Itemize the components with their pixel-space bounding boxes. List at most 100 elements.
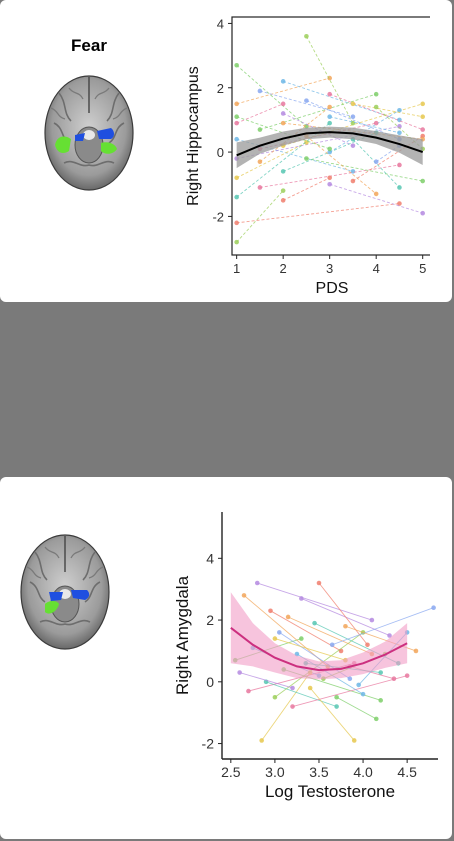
subject-point xyxy=(280,101,286,107)
y-tick-label: 0 xyxy=(206,674,214,690)
left-region-highlight-lower xyxy=(45,601,59,614)
bottom-panel: 2.5 3.0 3.5 4.0 4.5 -2 0 2 4 Log Testosterone Righ… xyxy=(0,477,452,839)
y-tick-label: 0 xyxy=(217,145,224,160)
subject-point xyxy=(351,738,357,743)
subject-line xyxy=(329,93,423,130)
subject-line xyxy=(292,675,408,707)
subject-point xyxy=(378,698,383,703)
x-tick-label: 3.5 xyxy=(309,764,329,780)
left-region-highlight-top xyxy=(75,133,85,141)
subject-point xyxy=(373,716,379,722)
confidence-band xyxy=(230,592,408,680)
subject-point xyxy=(420,210,425,216)
subject-line xyxy=(306,135,377,195)
chart-pds-hippocampus: 1 2 3 4 5 -2 0 2 4 PDS Right Hippocampus xyxy=(185,16,430,297)
subject-point xyxy=(259,738,264,743)
y-tick-label: -2 xyxy=(202,736,215,752)
subject-line xyxy=(257,582,373,621)
top-panel: Fear 1 2 3 4 5 -2 0 2 4 PDS Right Hippocampus xyxy=(0,0,452,302)
subject-line xyxy=(352,103,423,118)
subject-point xyxy=(257,127,263,132)
y-tick-label: 4 xyxy=(217,16,224,31)
subject-point xyxy=(397,130,402,136)
subject-point xyxy=(299,596,304,601)
subject-point xyxy=(404,673,410,678)
subject-point xyxy=(234,120,239,126)
subject-point xyxy=(257,88,263,94)
subject-point xyxy=(234,136,239,142)
subject-point xyxy=(280,169,286,174)
subject-point xyxy=(327,91,332,97)
x-tick-label: 5 xyxy=(419,261,426,276)
subject-point xyxy=(327,146,332,152)
subject-point xyxy=(397,201,402,206)
brain-axial-slice-image xyxy=(44,75,134,191)
y-tick-label: 2 xyxy=(206,612,214,628)
subject-line xyxy=(239,672,293,689)
subject-point xyxy=(234,175,239,181)
y-axis-label: Right Hippocampus xyxy=(185,66,202,206)
subject-point xyxy=(280,198,286,203)
subject-point xyxy=(350,114,356,120)
subject-point xyxy=(431,605,436,611)
subject-point xyxy=(373,91,379,97)
subject-point xyxy=(237,670,242,675)
subject-point xyxy=(316,580,322,586)
subject-point xyxy=(378,670,383,675)
subject-point xyxy=(397,185,402,190)
subject-point xyxy=(234,114,239,120)
subject-point xyxy=(360,691,366,697)
subject-point xyxy=(280,111,286,116)
subject-line xyxy=(259,90,354,118)
subject-line xyxy=(259,93,377,130)
subject-point xyxy=(304,156,309,161)
subject-point xyxy=(369,617,375,623)
subject-point xyxy=(391,676,397,682)
subject-point xyxy=(327,149,332,155)
subject-point xyxy=(420,101,425,107)
subject-point xyxy=(334,704,339,709)
subject-point xyxy=(257,185,263,190)
x-axis-label: Log Testosterone xyxy=(265,782,395,801)
subject-point xyxy=(343,623,348,629)
subject-point xyxy=(397,107,402,113)
subject-line xyxy=(236,103,284,124)
subject-line xyxy=(306,158,423,182)
x-tick-label: 4.0 xyxy=(353,764,373,780)
subject-point xyxy=(280,79,286,84)
subject-line xyxy=(309,687,355,741)
plot-frame xyxy=(231,16,430,256)
x-tick-label: 2 xyxy=(280,261,287,276)
subject-point xyxy=(234,220,239,226)
subject-line xyxy=(236,116,330,150)
subject-point xyxy=(257,159,263,165)
subject-line xyxy=(243,595,329,667)
subject-line xyxy=(261,672,311,741)
left-region-highlight-top xyxy=(49,592,63,601)
subject-point xyxy=(350,178,356,184)
subject-point xyxy=(420,178,425,184)
subject-point xyxy=(234,62,239,68)
subject-point xyxy=(334,694,339,700)
subject-point xyxy=(373,159,379,165)
subject-point xyxy=(329,642,335,648)
subject-line xyxy=(306,36,354,124)
subject-line xyxy=(236,203,400,224)
subject-point xyxy=(307,685,313,691)
subject-line xyxy=(306,100,400,140)
x-tick-label: 3.0 xyxy=(265,764,285,780)
subject-point xyxy=(350,143,356,148)
subject-line xyxy=(236,142,307,179)
subject-line xyxy=(287,616,373,655)
subject-point xyxy=(420,127,425,132)
subject-point xyxy=(290,685,295,691)
subject-point xyxy=(373,120,379,126)
subject-point xyxy=(327,120,332,126)
subject-point xyxy=(312,620,317,626)
subject-line xyxy=(236,125,400,159)
subject-point xyxy=(365,642,370,648)
subject-point xyxy=(347,676,353,682)
subject-point xyxy=(234,101,239,107)
fit-line xyxy=(236,131,424,157)
subject-point xyxy=(246,688,251,694)
